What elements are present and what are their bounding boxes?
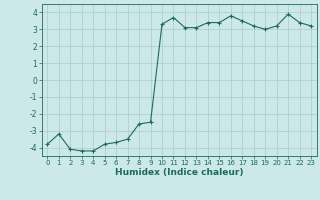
X-axis label: Humidex (Indice chaleur): Humidex (Indice chaleur) <box>115 168 244 177</box>
